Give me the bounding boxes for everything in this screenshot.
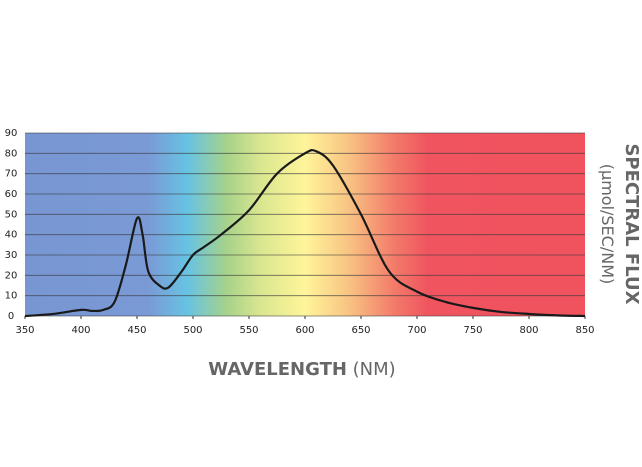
x-tick-label: 650 <box>351 325 370 336</box>
x-tick-label: 350 <box>15 325 34 336</box>
y-label: SPECTRAL FLUX <box>621 143 642 304</box>
y-tick-label: 50 <box>5 209 18 220</box>
x-label-unit: (NM) <box>353 359 396 380</box>
x-tick-label: 700 <box>407 325 426 336</box>
y-tick-label: 30 <box>5 250 18 261</box>
plot-background <box>25 133 585 316</box>
y-tick-label: 80 <box>5 148 18 159</box>
x-tick-label: 850 <box>575 325 594 336</box>
y-axis-label: SPECTRAL FLUX <box>621 143 642 304</box>
y-tick-label: 40 <box>5 230 18 241</box>
y-tick-label: 20 <box>5 270 18 281</box>
x-tick-label: 750 <box>463 325 482 336</box>
y-tick-label: 10 <box>5 291 18 302</box>
x-tick-label: 400 <box>71 325 90 336</box>
x-axis-label: WAVELENGTH (NM) <box>208 359 395 380</box>
y-tick-label: 0 <box>8 311 14 322</box>
x-label: WAVELENGTH <box>208 359 347 380</box>
y-tick-label: 70 <box>5 169 18 180</box>
x-tick-label: 450 <box>127 325 146 336</box>
spectrum-line <box>24 148 586 318</box>
x-tick-label: 500 <box>183 325 202 336</box>
x-tick-label: 600 <box>295 325 314 336</box>
y-axis-unit: (µmol/SEC/NM) <box>598 164 617 284</box>
y-tick-label: 60 <box>5 189 18 200</box>
marks <box>24 148 586 318</box>
x-tick-label: 550 <box>239 325 258 336</box>
y-tick-label: 90 <box>5 128 18 139</box>
x-tick-label: 800 <box>519 325 538 336</box>
